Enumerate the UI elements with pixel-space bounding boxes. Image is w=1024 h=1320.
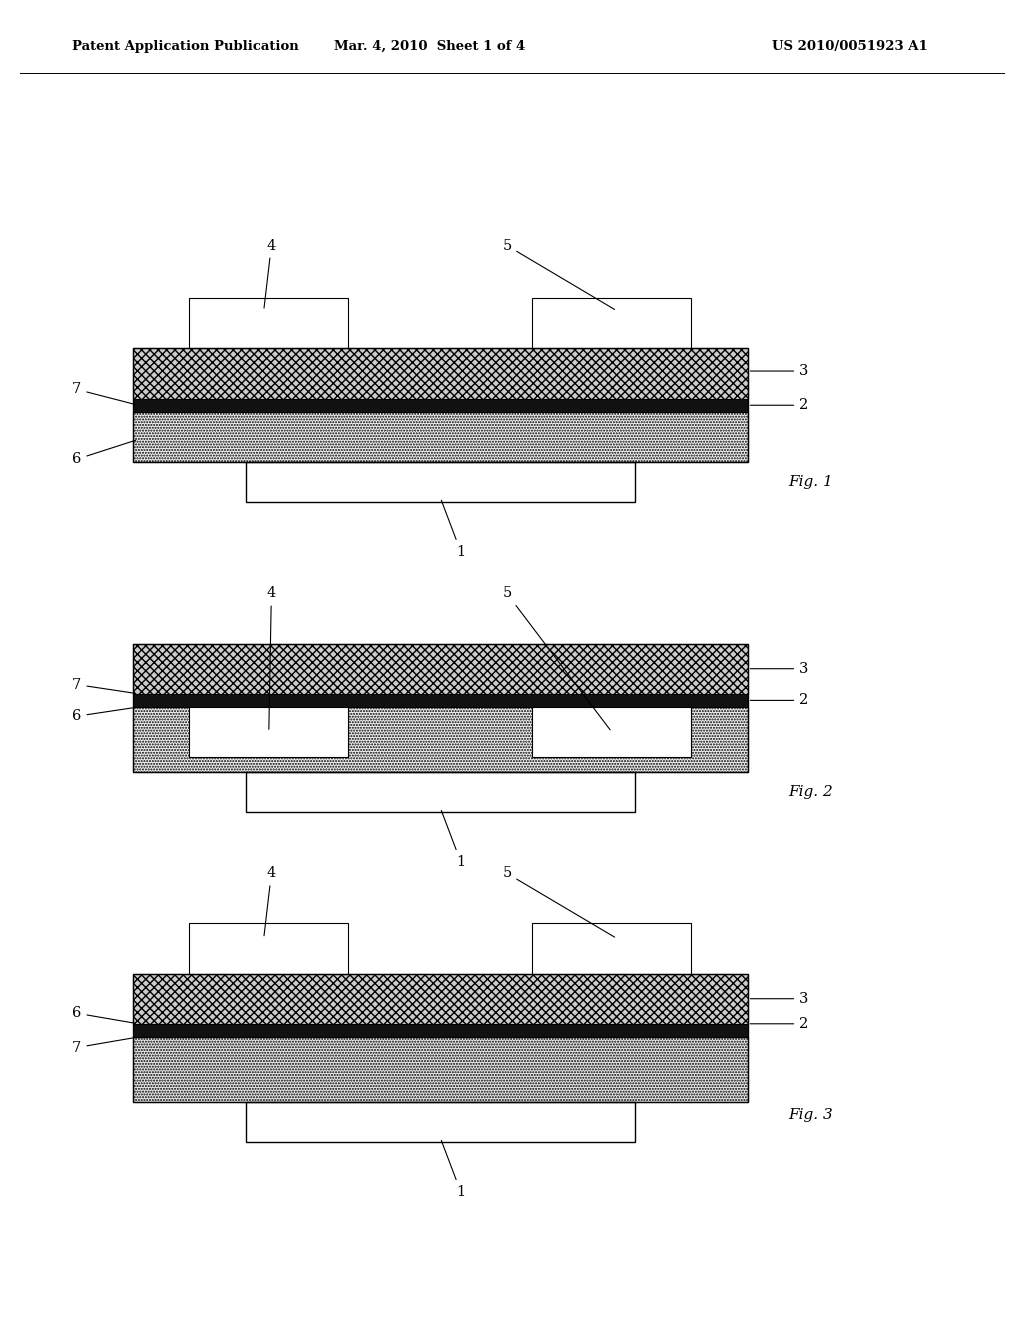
Text: Mar. 4, 2010  Sheet 1 of 4: Mar. 4, 2010 Sheet 1 of 4	[335, 40, 525, 53]
Bar	[133, 348, 748, 462]
Text: 3: 3	[751, 364, 809, 378]
Text: 1: 1	[441, 810, 465, 869]
Bar	[133, 644, 748, 694]
Text: 4: 4	[264, 239, 276, 308]
Text: 4: 4	[264, 866, 276, 936]
Bar	[133, 974, 748, 1102]
Bar	[189, 708, 348, 758]
Text: 6: 6	[72, 1006, 135, 1023]
Text: 4: 4	[266, 586, 276, 729]
Bar	[189, 924, 348, 974]
Bar	[133, 348, 748, 399]
Text: 6: 6	[72, 441, 135, 466]
Bar	[133, 694, 748, 708]
Text: 5: 5	[502, 866, 614, 937]
Bar	[532, 924, 691, 974]
Bar	[246, 772, 635, 812]
Text: Fig. 3: Fig. 3	[788, 1109, 834, 1122]
Text: 1: 1	[441, 1140, 465, 1199]
Bar	[532, 708, 691, 758]
Text: US 2010/0051923 A1: US 2010/0051923 A1	[772, 40, 928, 53]
Text: Fig. 1: Fig. 1	[788, 475, 834, 488]
Text: 7: 7	[72, 1038, 135, 1055]
Bar	[133, 974, 748, 1024]
Text: 1: 1	[441, 500, 465, 558]
Text: Fig. 2: Fig. 2	[788, 785, 834, 799]
Text: 5: 5	[502, 586, 610, 730]
Text: 5: 5	[502, 239, 614, 309]
Bar	[133, 644, 748, 772]
Bar	[133, 1024, 748, 1038]
Bar	[133, 412, 748, 462]
Text: 2: 2	[751, 1016, 809, 1031]
Bar	[246, 1102, 635, 1142]
Text: 2: 2	[751, 399, 809, 412]
Bar	[246, 462, 635, 502]
Text: 3: 3	[751, 991, 809, 1006]
Text: 7: 7	[72, 383, 135, 404]
Bar	[532, 298, 691, 348]
Bar	[189, 298, 348, 348]
Text: 7: 7	[72, 677, 135, 693]
Text: 2: 2	[751, 693, 809, 708]
Bar	[133, 399, 748, 412]
Text: 3: 3	[751, 661, 809, 676]
Text: 6: 6	[72, 708, 135, 723]
Text: Patent Application Publication: Patent Application Publication	[72, 40, 298, 53]
Bar	[133, 1038, 748, 1102]
Bar	[133, 708, 748, 772]
